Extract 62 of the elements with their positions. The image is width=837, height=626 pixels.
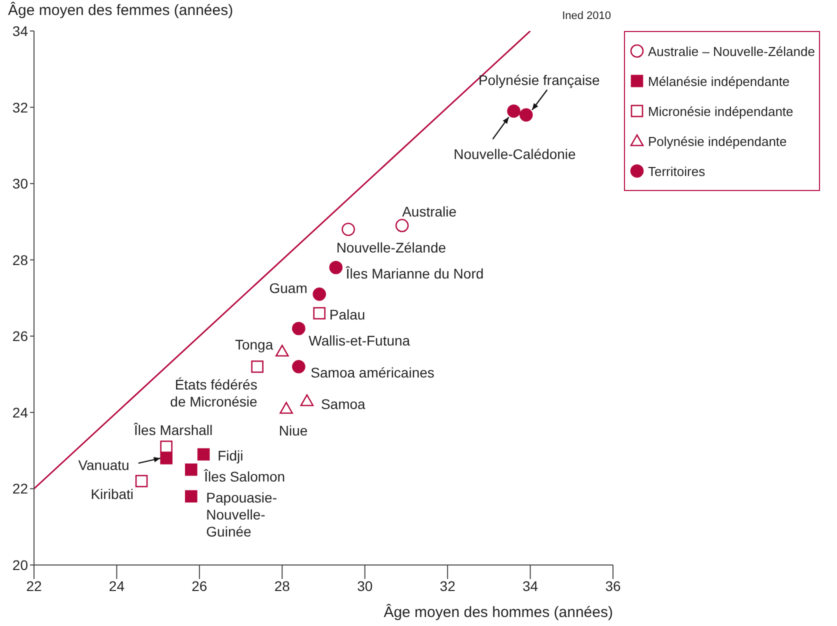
annotation: Îles Marshall [133,422,213,438]
annotation: Guam [269,280,308,296]
annotation: Samoa [320,396,366,412]
text: Ined 2010 [561,10,611,22]
point [520,108,533,122]
annotation: Niue [278,422,308,439]
y-tick-label: 28 [12,252,28,268]
point [251,360,264,373]
y-tick-label: 32 [12,99,28,116]
x-axis-title: Âge moyen des hommes (années) [382,604,613,621]
point [507,104,520,118]
legend-label: Australie – Nouvelle-Zélande [648,44,815,58]
legend-label: Micronésie indépendante [648,104,794,118]
annotation: Fidji [218,447,244,464]
x-tick-label: 34 [522,578,538,594]
x-tick-label: 32 [440,578,456,594]
annotation: États fédérés de Micronésie [170,376,258,410]
annotation: Samoa américaines [310,364,434,381]
x-tick-label: 24 [108,578,125,594]
point [342,222,355,236]
x-tick-label: 30 [357,578,373,594]
y-tick-label: 26 [12,328,28,344]
point [160,440,172,453]
point [185,490,198,502]
point [292,360,306,374]
point [395,218,409,232]
annotation: Polynésie française [478,72,600,88]
annotation: Wallis-et-Futuna [308,332,410,349]
point [135,474,148,488]
annotation: Tonga [234,336,274,352]
annotation: Îles Salomon [203,468,286,485]
x-tick-label: 26 [192,578,208,594]
point [329,260,343,274]
annotation: Australie [402,204,457,220]
legend-label: Territoires [648,164,706,178]
y-axis-title: Âge moyen des femmes (années) [8,2,234,19]
point [292,322,306,336]
x-tick-label: 36 [605,578,621,594]
annotation: Nouvelle-Zélande [336,239,446,256]
x-tick-label: 28 [274,578,290,594]
y-tick-label: 34 [12,22,28,39]
point [185,463,198,476]
y-tick-label: 30 [12,176,28,192]
point [160,452,172,464]
point [312,288,326,301]
y-tick-label: 24 [12,404,28,420]
legend-label: Polynésie indépendante [648,134,787,148]
point [275,344,289,357]
y-tick-label: 22 [12,480,28,497]
point [197,448,210,461]
point [280,402,293,414]
legend-label: Mélanésie indépendante [648,74,790,88]
annotation: Papouasie-Nouvelle-Guinée [206,489,278,540]
annotation: Îles Marianne du Nord [344,265,484,282]
annotation: Vanuatu [78,457,130,474]
point [300,394,314,406]
y-tick-label: 20 [12,556,28,573]
point [313,307,326,320]
x-tick-label: 22 [26,578,42,594]
annotation: Palau [329,306,366,322]
annotation: Nouvelle-Calédonie [454,146,576,162]
annotation: Kiribati [90,486,134,502]
